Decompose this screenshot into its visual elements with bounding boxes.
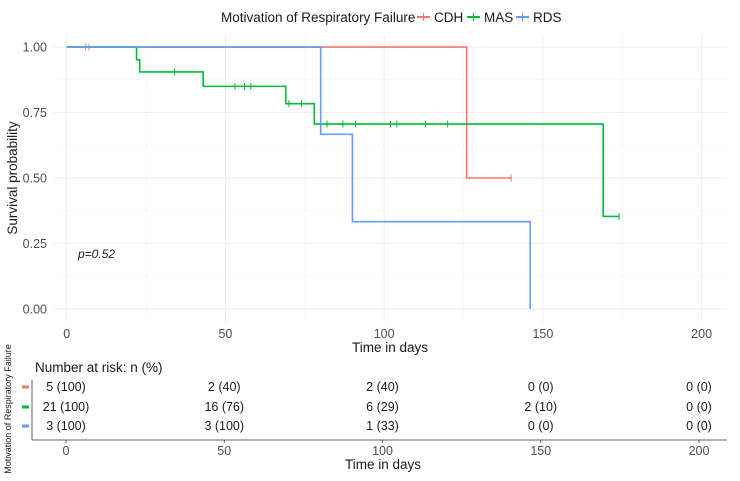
- x-tick-label: 50: [218, 327, 232, 341]
- y-axis-title: Survival probability: [5, 121, 20, 235]
- y-tick-label: 0.00: [23, 302, 47, 316]
- legend-item-rds: RDS: [516, 10, 562, 25]
- risk-cell: 6 (29): [366, 400, 399, 414]
- risk-cell: 0 (0): [528, 380, 554, 394]
- legend-item-cdh: CDH: [417, 10, 463, 25]
- legend-title: Motivation of Respiratory Failure: [221, 10, 415, 25]
- x-tick-label: 150: [532, 327, 553, 341]
- grid: [54, 34, 727, 322]
- risk-cell: 5 (100): [46, 380, 86, 394]
- risk-cell: 0 (0): [528, 419, 554, 433]
- risk-cell: 0 (0): [686, 419, 712, 433]
- survival-curve-mas: [66, 46, 620, 218]
- risk-x-tick-label: 150: [530, 444, 551, 458]
- risk-table-title: Number at risk: n (%): [35, 360, 163, 375]
- risk-table: Number at risk: n (%) Motivation of Resp…: [3, 344, 727, 474]
- risk-cell: 1 (33): [366, 419, 399, 433]
- risk-table-rows: 5 (100) 2 (40) 2 (40) 0 (0) 0 (0) 21 (100) 16 …: [22, 380, 712, 433]
- legend: Motivation of Respiratory Failure CDH MA…: [221, 10, 562, 25]
- risk-x-axis-title: Time in days: [345, 457, 421, 472]
- x-tick-label: 0: [63, 327, 70, 341]
- axes: 0 50 100 150 200 0.00 0.25 0.50 0.75 1.00: [23, 41, 712, 341]
- risk-x-tick-label: 200: [689, 444, 710, 458]
- x-axis-title: Time in days: [352, 340, 428, 355]
- risk-table-y-title: Motivation of Respiratory Failure: [3, 344, 13, 474]
- legend-label-mas: MAS: [484, 10, 513, 25]
- y-tick-label: 0.50: [23, 172, 47, 186]
- y-tick-label: 1.00: [23, 41, 47, 55]
- risk-cell: 2 (40): [366, 380, 399, 394]
- legend-label-cdh: CDH: [434, 10, 463, 25]
- survival-curve-rds: [66, 46, 531, 309]
- x-tick-label: 200: [691, 327, 712, 341]
- x-tick-label: 100: [374, 327, 395, 341]
- risk-x-tick-label: 100: [372, 444, 393, 458]
- y-tick-label: 0.25: [23, 237, 47, 251]
- risk-x-tick-label: 50: [217, 444, 231, 458]
- legend-item-mas: MAS: [467, 10, 513, 25]
- survival-curves: [66, 43, 620, 309]
- risk-cell: 3 (100): [46, 419, 86, 433]
- risk-cell: 0 (0): [686, 380, 712, 394]
- y-tick-label: 0.75: [23, 106, 47, 120]
- risk-cell: 21 (100): [43, 400, 90, 414]
- risk-cell: 2 (10): [524, 400, 557, 414]
- risk-cell: 0 (0): [686, 400, 712, 414]
- risk-table-axis: 0 50 100 150 200: [31, 380, 727, 458]
- legend-label-rds: RDS: [533, 10, 562, 25]
- risk-x-tick-label: 0: [63, 444, 70, 458]
- p-value: p=0.52: [77, 247, 115, 261]
- risk-cell: 16 (76): [204, 400, 244, 414]
- risk-cell: 2 (40): [208, 380, 241, 394]
- risk-cell: 3 (100): [204, 419, 244, 433]
